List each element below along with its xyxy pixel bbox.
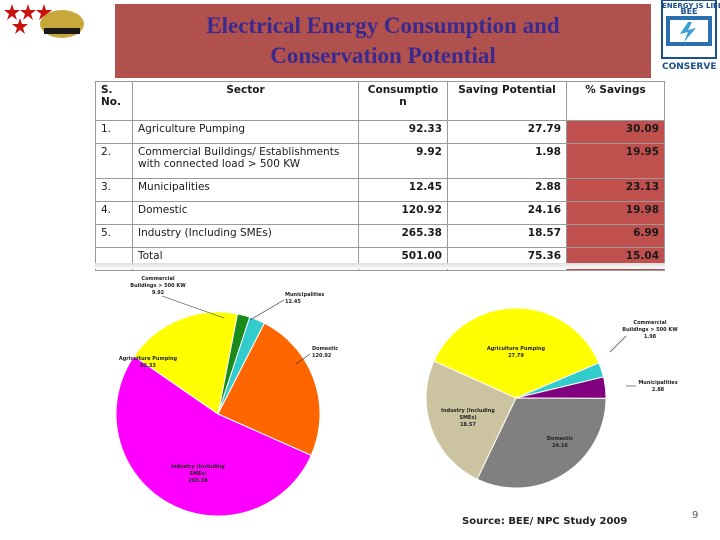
cell-sector: Industry (Including SMEs) — [132, 224, 359, 248]
pie-slice — [433, 307, 600, 399]
cell-saving: 24.16 — [447, 201, 567, 225]
cell-pct: 30.09 — [566, 120, 665, 144]
cell-pct: 23.13 — [566, 178, 665, 202]
cell-saving: 1.98 — [447, 143, 567, 179]
cell-pct: 19.95 — [566, 143, 665, 179]
title-banner: Electrical Energy Consumption and Conser… — [115, 4, 651, 78]
source-note: Source: BEE/ NPC Study 2009 — [462, 516, 628, 527]
page-title-line-2: Conservation Potential — [270, 43, 496, 68]
cell-sno: 3. — [95, 178, 133, 202]
slice-value: 92.33 — [140, 363, 156, 369]
slice-label: Industry (Including — [171, 464, 225, 470]
cell-saving: 18.57 — [447, 224, 567, 248]
leader-line — [161, 295, 225, 319]
slice-label: Commercial — [141, 276, 174, 282]
slice-label: Buildings > 500 KW — [622, 327, 678, 333]
slice-value: 1.98 — [644, 334, 657, 340]
cell-consumption: 9.92 — [358, 143, 448, 179]
slice-value: 2.88 — [652, 387, 665, 393]
cell-sno: 1. — [95, 120, 133, 144]
slice-label: Municipalities — [285, 292, 324, 298]
slice-label: Commercial — [633, 320, 666, 326]
table-row: 1. Agriculture Pumping 92.33 27.79 30.09 — [95, 120, 665, 144]
table-shadow — [95, 263, 665, 269]
col-header-sno: S. No. — [95, 81, 133, 121]
slice-label: Municipalities — [638, 380, 677, 386]
slice-label: Domestic — [547, 436, 573, 442]
slice-value: 24.16 — [552, 443, 568, 449]
slice-value: 27.79 — [508, 353, 524, 359]
table-row: 5. Industry (Including SMEs) 265.38 18.5… — [95, 224, 665, 248]
cell-consumption: 12.45 — [358, 178, 448, 202]
slice-value: 9.92 — [152, 290, 165, 296]
page-title-line-1: Electrical Energy Consumption and — [206, 13, 560, 38]
table-row: 3. Municipalities 12.45 2.88 23.13 — [95, 178, 665, 202]
slice-label: Industry (Including — [441, 408, 495, 414]
pie-slice — [476, 397, 607, 489]
bee-logo-mid-text: BEE — [680, 7, 697, 16]
slice-value: 265.38 — [188, 478, 208, 484]
cell-sno: 4. — [95, 201, 133, 225]
cell-consumption: 92.33 — [358, 120, 448, 144]
col-header-consumption: Consumptio n — [358, 81, 448, 121]
slice-value: 12.45 — [285, 299, 301, 305]
slice-label: Agriculture Pumping — [487, 346, 546, 352]
leader-line — [609, 335, 627, 353]
slice-value: 120.92 — [312, 353, 332, 359]
pie-slice — [115, 355, 312, 517]
bee-logo: BEE ENERGY IS LIFE CONSERVE IT — [658, 0, 720, 80]
slice-label: Buildings > 500 KW — [130, 283, 186, 289]
slice-value: 18.57 — [460, 422, 476, 428]
energy-table: S. No. Sector Consumptio n Saving Potent… — [95, 81, 665, 271]
cell-pct: 6.99 — [566, 224, 665, 248]
pie-slice — [425, 360, 517, 480]
cell-sector: Agriculture Pumping — [132, 120, 359, 144]
cell-sno: 2. — [95, 143, 133, 179]
cell-pct: 19.98 — [566, 201, 665, 225]
col-header-sector: Sector — [132, 81, 359, 121]
slice-label: SMEs) — [459, 415, 476, 421]
slice-label: Domestic — [312, 346, 338, 352]
pie-slice — [133, 311, 239, 415]
cell-sector: Commercial Buildings/ Establishments wit… — [132, 143, 359, 179]
leader-line — [295, 353, 311, 365]
cell-saving: 27.79 — [447, 120, 567, 144]
table-row: 4. Domestic 120.92 24.16 19.98 — [95, 201, 665, 225]
bee-logo-label: CONSERVE IT — [662, 62, 720, 72]
slice-label: Agriculture Pumping — [119, 356, 178, 362]
bee-logo-top-text: ENERGY IS LIFE — [662, 2, 720, 10]
cell-sector: Municipalities — [132, 178, 359, 202]
cell-consumption: 265.38 — [358, 224, 448, 248]
cell-sno: 5. — [95, 224, 133, 248]
table-row: 2. Commercial Buildings/ Establishments … — [95, 143, 665, 179]
slice-label: SMEs) — [189, 471, 206, 477]
pie-slice — [217, 322, 321, 457]
col-header-pct-savings: % Savings — [566, 81, 665, 121]
leader-line — [249, 299, 285, 321]
emblem-logo — [0, 0, 88, 44]
cell-consumption: 120.92 — [358, 201, 448, 225]
col-header-saving: Saving Potential — [447, 81, 567, 121]
page-number: 9 — [692, 510, 699, 521]
cell-sector: Domestic — [132, 201, 359, 225]
cell-saving: 2.88 — [447, 178, 567, 202]
